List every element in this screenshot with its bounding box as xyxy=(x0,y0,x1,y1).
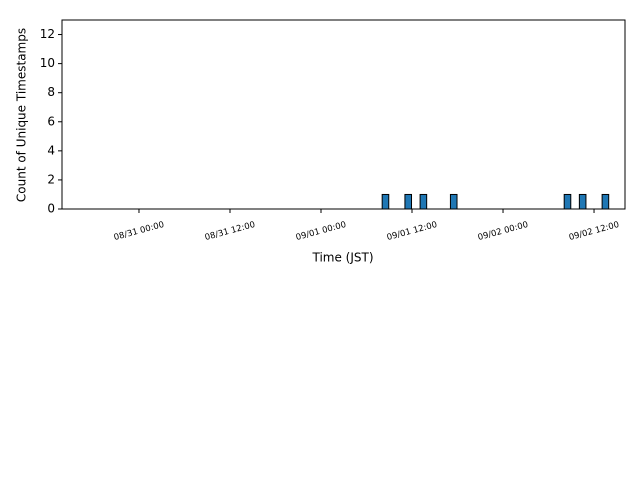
y-axis-label: Count of Unique Timestamps xyxy=(15,28,29,202)
y-tick-label: 8 xyxy=(47,85,55,99)
bar xyxy=(404,193,413,210)
y-tick-label: 0 xyxy=(47,202,55,216)
y-tick-label: 6 xyxy=(47,114,55,128)
bar xyxy=(578,193,587,210)
x-tick-label: 09/01 12:00 xyxy=(386,220,439,243)
bar xyxy=(381,193,390,210)
bar xyxy=(449,193,458,210)
y-tick-label: 12 xyxy=(40,27,55,41)
bar xyxy=(601,193,610,210)
y-tick-label: 2 xyxy=(47,172,55,186)
x-tick-label: 09/02 00:00 xyxy=(477,220,530,243)
x-tick-label: 09/01 00:00 xyxy=(295,220,348,243)
x-tick-label: 09/02 12:00 xyxy=(568,220,621,243)
bar xyxy=(419,193,428,210)
y-tick-label: 4 xyxy=(47,143,55,157)
x-axis-label: Time (JST) xyxy=(311,251,373,265)
y-tick-label: 10 xyxy=(40,56,55,70)
plot-frame xyxy=(61,19,626,210)
x-tick-label: 08/31 00:00 xyxy=(113,220,166,243)
x-tick-label: 08/31 12:00 xyxy=(204,220,257,243)
bar xyxy=(563,193,572,210)
